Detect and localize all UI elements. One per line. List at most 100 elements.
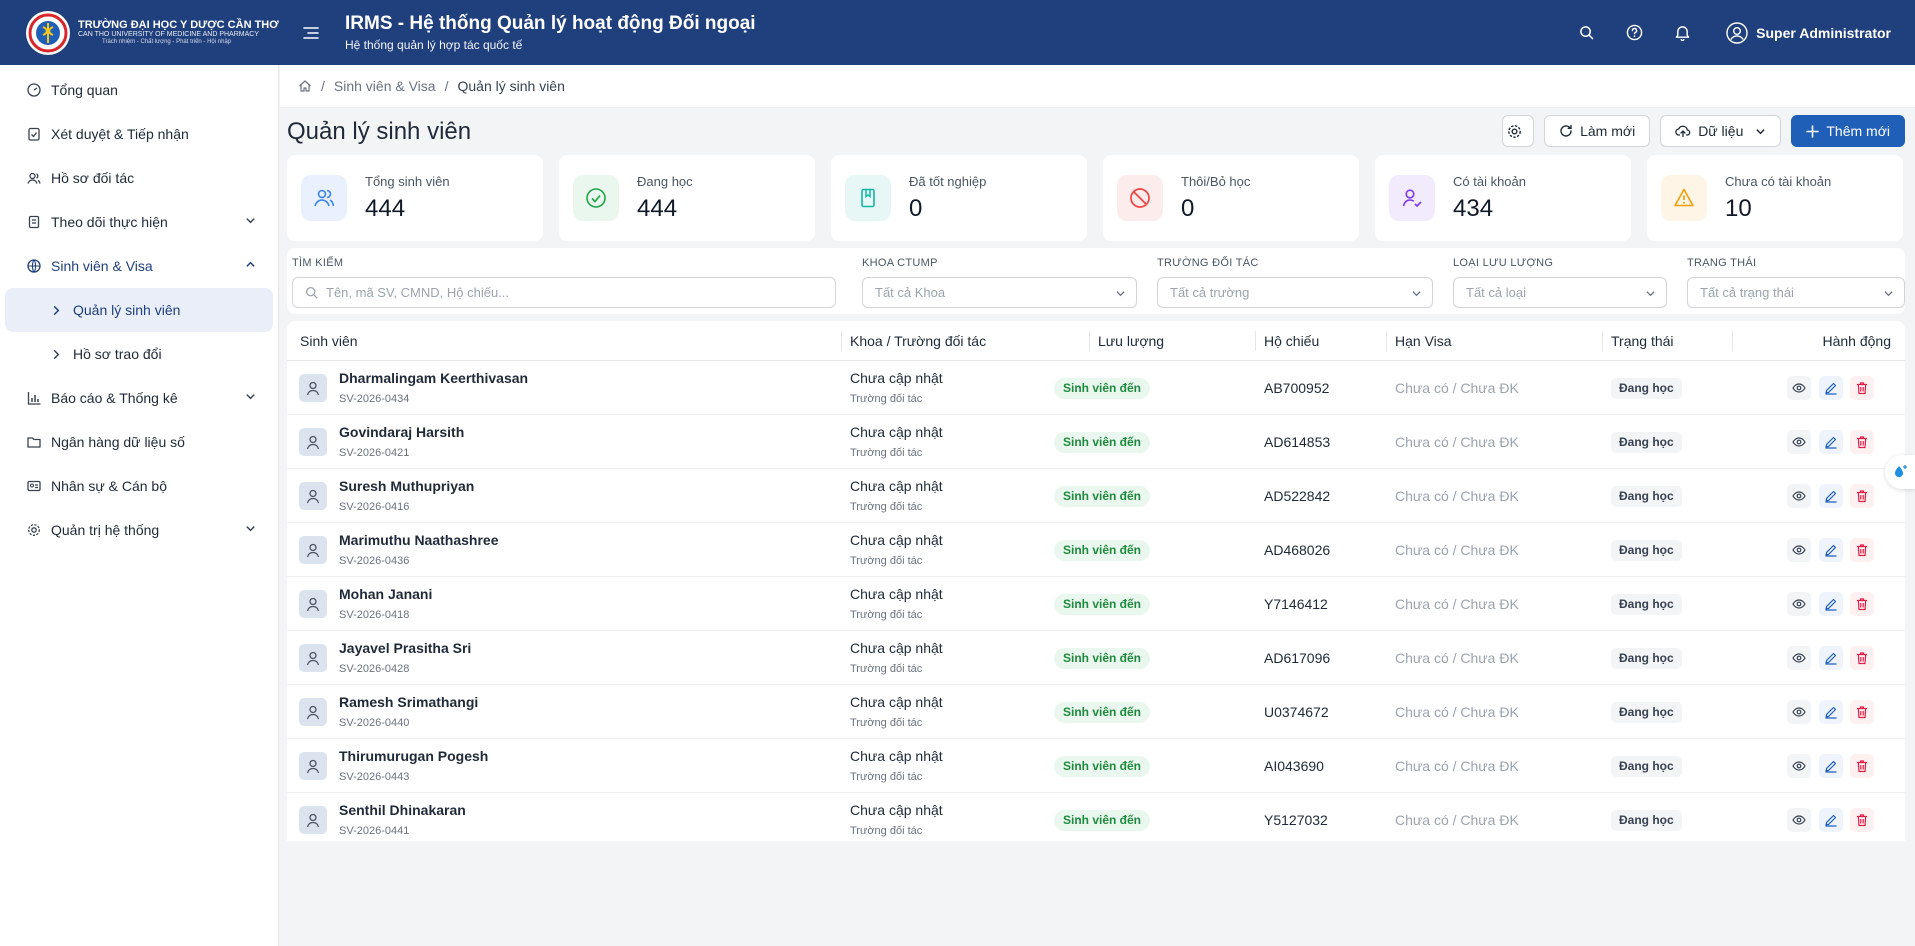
refresh-button[interactable]: Làm mới [1544, 115, 1651, 147]
chevron-down-icon [1884, 291, 1893, 297]
student-name[interactable]: Marimuthu Naathashree [339, 532, 499, 548]
view-button[interactable] [1787, 700, 1811, 724]
delete-button[interactable] [1850, 646, 1874, 670]
delete-button[interactable] [1850, 430, 1874, 454]
table-row[interactable]: Thirumurugan Pogesh SV-2026-0443 Chưa cậ… [287, 739, 1905, 793]
hamburger-icon [303, 26, 319, 39]
students-table: Sinh viên Khoa / Trường đối tác Lưu lượn… [287, 321, 1905, 841]
delete-button[interactable] [1850, 592, 1874, 616]
sidebar-item-nhan-su[interactable]: Nhân sự & Cán bộ [0, 464, 278, 508]
delete-button[interactable] [1850, 700, 1874, 724]
user-menu[interactable]: Super Administrator [1726, 21, 1891, 44]
visa-expiry: Chưa có / Chưa ĐK [1395, 488, 1519, 504]
student-name[interactable]: Ramesh Srimathangi [339, 694, 479, 710]
table-row[interactable]: Suresh Muthupriyan SV-2026-0416 Chưa cập… [287, 469, 1905, 523]
add-new-button[interactable]: Thêm mới [1791, 115, 1905, 147]
table-row[interactable]: Ramesh Srimathangi SV-2026-0440 Chưa cập… [287, 685, 1905, 739]
table-row[interactable]: Govindaraj Harsith SV-2026-0421 Chưa cập… [287, 415, 1905, 469]
student-code: SV-2026-0441 [339, 825, 410, 837]
sidebar-item-bao-cao[interactable]: Báo cáo & Thống kê [0, 376, 278, 420]
university-logo[interactable]: TRƯỜNG ĐẠI HỌC Y DƯỢC CẦN THƠ CAN THO UN… [0, 0, 279, 65]
search-input[interactable] [326, 285, 803, 300]
student-code: SV-2026-0428 [339, 663, 410, 675]
table-row[interactable]: Dharmalingam Keerthivasan SV-2026-0434 C… [287, 361, 1905, 415]
edit-button[interactable] [1819, 700, 1843, 724]
view-button[interactable] [1787, 430, 1811, 454]
breadcrumb-separator: / [444, 78, 449, 94]
view-button[interactable] [1787, 484, 1811, 508]
data-dropdown-button[interactable]: Dữ liệu [1660, 115, 1782, 147]
search-button[interactable] [1568, 15, 1604, 51]
loai-select[interactable]: Tất cả loại [1453, 277, 1667, 308]
table-row[interactable]: Mohan Janani SV-2026-0418 Chưa cập nhật … [287, 577, 1905, 631]
khoa-select-value: Tất cả Khoa [875, 285, 946, 300]
sidebar-subitem-quan-ly-sinh-vien[interactable]: Quản lý sinh viên [5, 288, 273, 332]
student-name[interactable]: Thirumurugan Pogesh [339, 748, 489, 764]
table-row[interactable]: Marimuthu Naathashree SV-2026-0436 Chưa … [287, 523, 1905, 577]
student-name[interactable]: Jayavel Prasitha Sri [339, 640, 472, 656]
student-name[interactable]: Suresh Muthupriyan [339, 478, 475, 494]
menu-toggle-button[interactable] [291, 13, 331, 53]
student-avatar-icon [299, 428, 327, 456]
khoa-select[interactable]: Tất cả Khoa [862, 277, 1137, 308]
table-row[interactable]: Jayavel Prasitha Sri SV-2026-0428 Chưa c… [287, 631, 1905, 685]
student-name[interactable]: Govindaraj Harsith [339, 424, 465, 440]
edit-button[interactable] [1819, 808, 1843, 832]
column-header[interactable]: Sinh viên [300, 333, 358, 349]
view-button[interactable] [1787, 808, 1811, 832]
sidebar-subitem-ho-so-trao-doi[interactable]: Hồ sơ trao đổi [0, 332, 278, 376]
sidebar-item-quan-tri[interactable]: Quản trị hệ thống [0, 508, 278, 552]
view-button[interactable] [1787, 754, 1811, 778]
delete-button[interactable] [1850, 484, 1874, 508]
app-title: IRMS - Hệ thống Quản lý hoạt động Đối ng… [345, 13, 756, 34]
sidebar-item-xet-duyet[interactable]: Xét duyệt & Tiếp nhận [0, 112, 278, 156]
sidebar-item-ngan-hang[interactable]: Ngân hàng dữ liệu số [0, 420, 278, 464]
floating-theme-button[interactable] [1885, 455, 1915, 489]
settings-button[interactable] [1502, 115, 1535, 147]
delete-button[interactable] [1850, 754, 1874, 778]
edit-button[interactable] [1819, 754, 1843, 778]
pencil-icon [1825, 382, 1837, 395]
student-name[interactable]: Dharmalingam Keerthivasan [339, 370, 529, 386]
sidebar-item-ho-so-doi-tac[interactable]: Hồ sơ đối tác [0, 156, 278, 200]
edit-button[interactable] [1819, 376, 1843, 400]
table-row[interactable]: Senthil Dhinakaran SV-2026-0441 Chưa cập… [287, 793, 1905, 841]
flow-badge: Sinh viên đến [1054, 648, 1151, 669]
edit-button[interactable] [1819, 592, 1843, 616]
edit-button[interactable] [1819, 538, 1843, 562]
stat-card-dropped: Thôi/Bỏ học 0 [1103, 155, 1359, 241]
column-header[interactable]: Trạng thái [1611, 333, 1674, 349]
edit-button[interactable] [1819, 484, 1843, 508]
help-button[interactable] [1616, 15, 1652, 51]
student-name[interactable]: Mohan Janani [339, 586, 433, 602]
sidebar-item-theo-doi[interactable]: Theo dõi thực hiện [0, 200, 278, 244]
student-faculty: Chưa cập nhật [850, 748, 943, 764]
eye-icon [1792, 599, 1806, 609]
notifications-button[interactable] [1664, 15, 1700, 51]
view-button[interactable] [1787, 592, 1811, 616]
view-button[interactable] [1787, 646, 1811, 670]
student-name[interactable]: Senthil Dhinakaran [339, 802, 466, 818]
breadcrumb-parent[interactable]: Sinh viên & Visa [333, 78, 436, 94]
truong-select[interactable]: Tất cả trường [1157, 277, 1433, 308]
column-header[interactable]: Hạn Visa [1395, 333, 1452, 349]
view-button[interactable] [1787, 538, 1811, 562]
delete-button[interactable] [1850, 808, 1874, 832]
home-icon[interactable] [298, 79, 312, 93]
column-header[interactable]: Lưu lượng [1098, 333, 1165, 349]
view-button[interactable] [1787, 376, 1811, 400]
sidebar-item-sinh-vien-visa[interactable]: Sinh viên & Visa [0, 244, 278, 288]
column-header[interactable]: Khoa / Trường đối tác [850, 333, 987, 349]
flow-badge: Sinh viên đến [1054, 756, 1151, 777]
sidebar-item-tong-quan[interactable]: Tổng quan [0, 68, 278, 112]
logo-line-2: CAN THO UNIVERSITY OF MEDICINE AND PHARM… [78, 31, 259, 39]
trash-icon [1857, 436, 1867, 449]
trangthai-select[interactable]: Tất cả trạng thái [1687, 277, 1905, 308]
edit-button[interactable] [1819, 646, 1843, 670]
edit-button[interactable] [1819, 430, 1843, 454]
pencil-icon [1825, 598, 1837, 611]
flow-badge: Sinh viên đến [1054, 486, 1151, 507]
delete-button[interactable] [1850, 538, 1874, 562]
delete-button[interactable] [1850, 376, 1874, 400]
column-header[interactable]: Hộ chiếu [1264, 333, 1320, 349]
